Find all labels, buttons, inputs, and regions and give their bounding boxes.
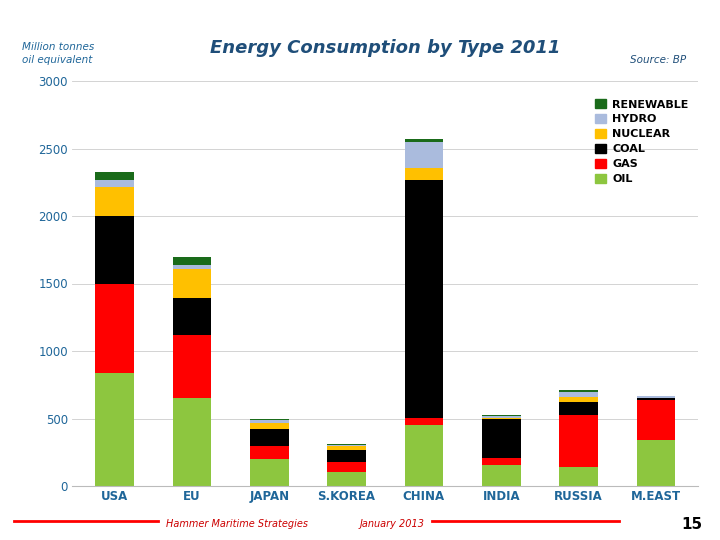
- Text: Energy Consumption by Type 2011: Energy Consumption by Type 2011: [210, 39, 560, 57]
- Bar: [405, 141, 444, 168]
- Bar: [405, 168, 444, 180]
- Bar: [559, 392, 598, 397]
- Bar: [636, 396, 675, 397]
- Legend: RENEWABLE, HYDRO, NUCLEAR, COAL, GAS, OIL: RENEWABLE, HYDRO, NUCLEAR, COAL, GAS, OI…: [591, 94, 693, 188]
- Bar: [482, 465, 521, 486]
- Bar: [482, 418, 521, 419]
- Bar: [250, 418, 289, 420]
- Bar: [482, 415, 521, 416]
- Bar: [173, 257, 211, 265]
- Bar: [482, 418, 521, 458]
- Bar: [405, 418, 444, 426]
- Bar: [636, 399, 675, 400]
- Bar: [173, 397, 211, 486]
- Bar: [327, 446, 366, 450]
- Bar: [95, 172, 134, 179]
- Bar: [559, 415, 598, 467]
- Bar: [250, 446, 289, 459]
- Bar: [559, 397, 598, 402]
- Bar: [250, 459, 289, 486]
- Bar: [636, 395, 675, 396]
- Bar: [173, 269, 211, 298]
- Bar: [250, 422, 289, 429]
- Bar: [173, 265, 211, 269]
- Bar: [250, 429, 289, 446]
- Text: 15: 15: [681, 517, 702, 532]
- Bar: [173, 298, 211, 335]
- Text: HM Strategies: HM Strategies: [18, 22, 208, 46]
- Bar: [95, 187, 134, 216]
- Text: Million tonnes
oil equivalent: Million tonnes oil equivalent: [22, 42, 94, 65]
- Bar: [559, 390, 598, 392]
- Bar: [327, 444, 366, 445]
- Bar: [636, 400, 675, 440]
- Bar: [559, 402, 598, 415]
- Bar: [405, 426, 444, 486]
- Bar: [95, 373, 134, 486]
- Text: Source: BP: Source: BP: [630, 55, 686, 65]
- Bar: [327, 472, 366, 486]
- Text: Hammer Maritime Strategies: Hammer Maritime Strategies: [166, 519, 307, 529]
- Bar: [327, 450, 366, 462]
- Bar: [405, 180, 444, 418]
- Text: January 2013: January 2013: [360, 519, 425, 529]
- Bar: [482, 458, 521, 465]
- Bar: [327, 462, 366, 472]
- Bar: [250, 420, 289, 422]
- Bar: [636, 440, 675, 486]
- Bar: [636, 397, 675, 399]
- Bar: [95, 284, 134, 373]
- Bar: [405, 139, 444, 141]
- Bar: [95, 216, 134, 284]
- Bar: [173, 335, 211, 397]
- Bar: [95, 179, 134, 187]
- Bar: [559, 467, 598, 486]
- Bar: [327, 445, 366, 446]
- Text: ///: ///: [672, 19, 702, 48]
- Bar: [482, 416, 521, 418]
